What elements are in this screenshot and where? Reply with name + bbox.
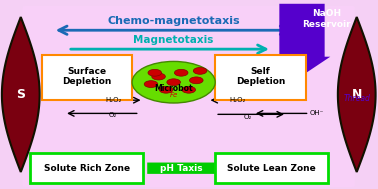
FancyBboxPatch shape (215, 55, 306, 100)
Text: H₂O₂: H₂O₂ (229, 97, 246, 103)
Polygon shape (2, 17, 40, 172)
Text: O₂: O₂ (109, 112, 118, 118)
Text: N: N (352, 88, 362, 101)
Text: S: S (16, 88, 25, 101)
Circle shape (159, 86, 173, 93)
Text: pH Taxis: pH Taxis (160, 164, 203, 173)
Text: Solute Lean Zone: Solute Lean Zone (228, 164, 316, 173)
Circle shape (182, 86, 195, 93)
Text: Thread: Thread (344, 94, 370, 103)
Circle shape (152, 73, 165, 80)
Text: Surface
Depletion: Surface Depletion (62, 67, 112, 86)
Text: Microbot: Microbot (154, 84, 193, 93)
Text: Self
Depletion: Self Depletion (236, 67, 285, 86)
Circle shape (174, 69, 188, 76)
Text: O₂: O₂ (243, 114, 251, 120)
FancyBboxPatch shape (30, 153, 143, 183)
Circle shape (148, 69, 161, 76)
FancyBboxPatch shape (215, 153, 328, 183)
FancyBboxPatch shape (23, 6, 355, 187)
Circle shape (167, 79, 180, 86)
FancyBboxPatch shape (42, 55, 132, 100)
Circle shape (132, 61, 215, 103)
Circle shape (193, 67, 207, 74)
Circle shape (189, 77, 203, 84)
Text: Chemo-magnetotaxis: Chemo-magnetotaxis (107, 16, 240, 26)
FancyArrow shape (147, 161, 230, 176)
Text: H₂O₂: H₂O₂ (105, 97, 121, 103)
Text: Solute Rich Zone: Solute Rich Zone (44, 164, 130, 173)
FancyArrow shape (274, 4, 330, 76)
Polygon shape (338, 17, 376, 172)
Text: Fe: Fe (169, 92, 178, 98)
Text: Magnetotaxis: Magnetotaxis (133, 35, 214, 45)
Text: OH⁻: OH⁻ (310, 110, 324, 116)
Text: NaOH
Reservoir: NaOH Reservoir (302, 9, 351, 29)
Circle shape (144, 81, 158, 88)
